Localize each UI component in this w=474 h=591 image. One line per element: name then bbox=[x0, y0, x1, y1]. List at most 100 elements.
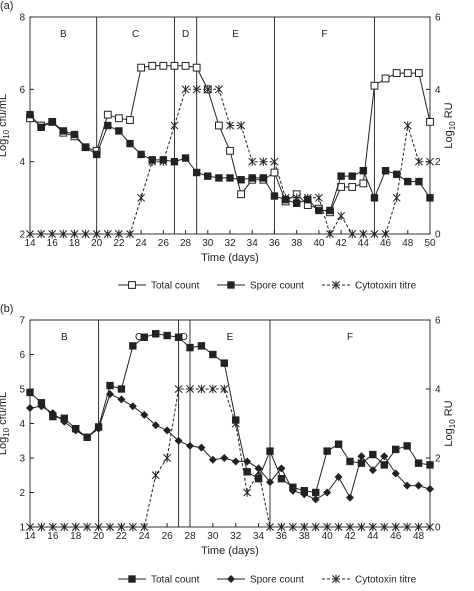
panel-b-spore-count-point bbox=[426, 485, 434, 494]
panel-b-cytotoxin-titre-point bbox=[300, 522, 309, 532]
panel-b-spore-count-point bbox=[163, 426, 172, 435]
panel-a-y-tick-label: 2 bbox=[19, 230, 25, 241]
panel-b-spore-count-point bbox=[277, 464, 286, 473]
panel-b-spore-count-point bbox=[334, 472, 343, 481]
panel-a-y2-tick-label: 4 bbox=[435, 85, 441, 96]
panel-a-series-total-count-line bbox=[29, 65, 431, 213]
panel-b-total-count-point bbox=[312, 488, 320, 497]
panel-a-cytotoxin-titre-point bbox=[181, 85, 190, 94]
panel-a-cytotoxin-titre-point bbox=[214, 85, 223, 94]
panel-a-legend-spore-count-marker bbox=[227, 281, 235, 289]
panel-b-spore-count-point bbox=[151, 421, 160, 430]
panel-b-total-count-point bbox=[209, 350, 217, 359]
panel-b-y-tick-label: 2 bbox=[19, 488, 25, 499]
panel-a-x-tick-label: 26 bbox=[158, 238, 170, 249]
panel-a-x-tick-label: 38 bbox=[291, 238, 303, 249]
panel-a-spore-count-point bbox=[137, 150, 145, 159]
panel-b-total-count-point bbox=[140, 333, 148, 341]
panel-a-cytotoxin-titre-point bbox=[314, 193, 323, 203]
panel-b-spore-count-point bbox=[117, 395, 126, 404]
panel-b-cytotoxin-titre-point bbox=[117, 522, 126, 532]
panel-a-cytotoxin-titre-point bbox=[426, 157, 434, 166]
panel-b-y-axis-label-sub: 10 bbox=[2, 427, 11, 436]
panel-b-total-count-point bbox=[117, 385, 126, 393]
panel-b-x-tick-label: 42 bbox=[344, 531, 356, 542]
panel-a-y2-axis-label-sub: 10 bbox=[448, 121, 457, 130]
panel-a-cytotoxin-titre-point bbox=[403, 121, 412, 130]
panel-a-total-count-point bbox=[226, 146, 234, 155]
panel-a-spore-count-point bbox=[426, 194, 434, 202]
panel-a-cytotoxin-titre-point bbox=[370, 229, 379, 239]
panel-a-spore-count-point bbox=[404, 177, 412, 186]
panel-a-cytotoxin-titre-point bbox=[114, 229, 123, 239]
legend-panel-a: Total count Spore count Cytotoxin titre bbox=[118, 281, 417, 292]
panel-b-cytotoxin-titre-point bbox=[60, 522, 69, 532]
panel-a-total-count-point bbox=[370, 81, 379, 90]
panel-a-spore-count-point bbox=[237, 176, 245, 184]
panel-b-total-count-point bbox=[129, 342, 137, 350]
panel-a-legend-cytotoxin-titre-marker bbox=[332, 280, 340, 290]
panel-a-y-tick-label: 4 bbox=[19, 157, 25, 168]
panel-a-cytotoxin-titre-point bbox=[226, 121, 234, 130]
panel-a-legend-total-count-label: Total count bbox=[151, 281, 200, 292]
panel-a-cytotoxin-titre-point bbox=[37, 229, 46, 239]
panel-b-cytotoxin-titre-point bbox=[426, 522, 434, 532]
panel-b-phase-label-F: F bbox=[347, 332, 353, 343]
panel-a-cytotoxin-titre-point bbox=[392, 193, 401, 203]
panel-b-cytotoxin-titre-point bbox=[106, 522, 114, 532]
panel-b-y-tick-label: 5 bbox=[19, 385, 25, 396]
panel-a-total-count-point bbox=[181, 61, 190, 70]
panel-b-spore-count-point bbox=[266, 478, 274, 487]
panel-b-cytotoxin-titre-point bbox=[357, 522, 366, 532]
panel-a-spore-count-point bbox=[381, 167, 390, 175]
panel-a-x-tick-label: 18 bbox=[69, 238, 81, 249]
panel-a-x-tick-label: 46 bbox=[380, 238, 392, 249]
panel-a-total-count-point bbox=[270, 168, 279, 177]
panel-b-cytotoxin-titre-point bbox=[71, 522, 80, 532]
panel-a-x-tick-label: 50 bbox=[424, 238, 436, 249]
panel-a-cytotoxin-titre-point bbox=[326, 229, 334, 239]
panel-a-spore-count-point bbox=[248, 174, 256, 182]
panel-b-spore-count-point bbox=[197, 443, 206, 452]
panel-a-total-count-point bbox=[359, 179, 368, 188]
panel-a-cytotoxin-titre-point bbox=[26, 229, 34, 239]
panel-b-plot-frame bbox=[29, 319, 431, 528]
panel-b-phase-label-E: E bbox=[227, 332, 234, 343]
panel-b-total-count-point bbox=[392, 445, 400, 454]
panel-a-cytotoxin-titre-point bbox=[159, 157, 168, 166]
panel-b-cytotoxin-titre-point bbox=[311, 522, 320, 532]
panel-b-total-count-point bbox=[163, 331, 171, 340]
panel-a-y-axis-label-sub: 10 bbox=[2, 129, 11, 138]
panel-b-x-tick-label: 44 bbox=[367, 531, 379, 542]
panel-b-cytotoxin-titre-point bbox=[254, 467, 263, 476]
panel-a-x-tick-label: 30 bbox=[202, 238, 214, 249]
panel-a-spore-count-point bbox=[70, 130, 79, 139]
panel-a-cytotoxin-titre-point bbox=[48, 229, 57, 239]
panel-b-x-tick-label: 16 bbox=[47, 531, 59, 542]
panel-a-spore-count-point bbox=[170, 157, 179, 166]
panel-b-y-axis-label-rest: cfu/mL bbox=[0, 392, 9, 428]
panel-b-y-tick-label: 7 bbox=[19, 316, 25, 327]
panel-b-total-count-point bbox=[346, 457, 354, 466]
panel-b-total-count-point bbox=[26, 388, 34, 397]
panel-b-total-count-point bbox=[174, 333, 183, 341]
panel-a-spore-count-point bbox=[192, 168, 201, 177]
panel-a-y2-axis-label-rest: RU bbox=[443, 102, 455, 121]
panel-b-x-tick-label: 20 bbox=[93, 531, 105, 542]
panel-b-y2-tick-label: 4 bbox=[435, 385, 441, 396]
panel-b-spore-count-point bbox=[71, 426, 80, 435]
panel-a-x-axis-label: Time (days) bbox=[201, 252, 259, 264]
panel-b-total-count-point bbox=[243, 468, 251, 476]
panel-a-legend-cytotoxin-titre-label: Cytotoxin titre bbox=[355, 281, 417, 292]
panel-a-total-count-point bbox=[114, 114, 123, 123]
panel-b-x-tick-label: 30 bbox=[207, 531, 219, 542]
panel-a-series-cytotoxin-titre-line bbox=[30, 88, 430, 236]
panel-a-cytotoxin-titre-point bbox=[292, 193, 301, 203]
panel-a-spore-count-point bbox=[126, 139, 134, 148]
panel-a-spore-count-point bbox=[81, 143, 90, 151]
panel-a-panel-label: (a) bbox=[0, 0, 13, 12]
panel-b-x-tick-label: 28 bbox=[184, 531, 196, 542]
panel-a-y2-axis-label-main: Log bbox=[443, 130, 455, 148]
panel-b-y-tick-label: 1 bbox=[19, 523, 25, 534]
panel-b-total-count-point bbox=[369, 450, 377, 459]
